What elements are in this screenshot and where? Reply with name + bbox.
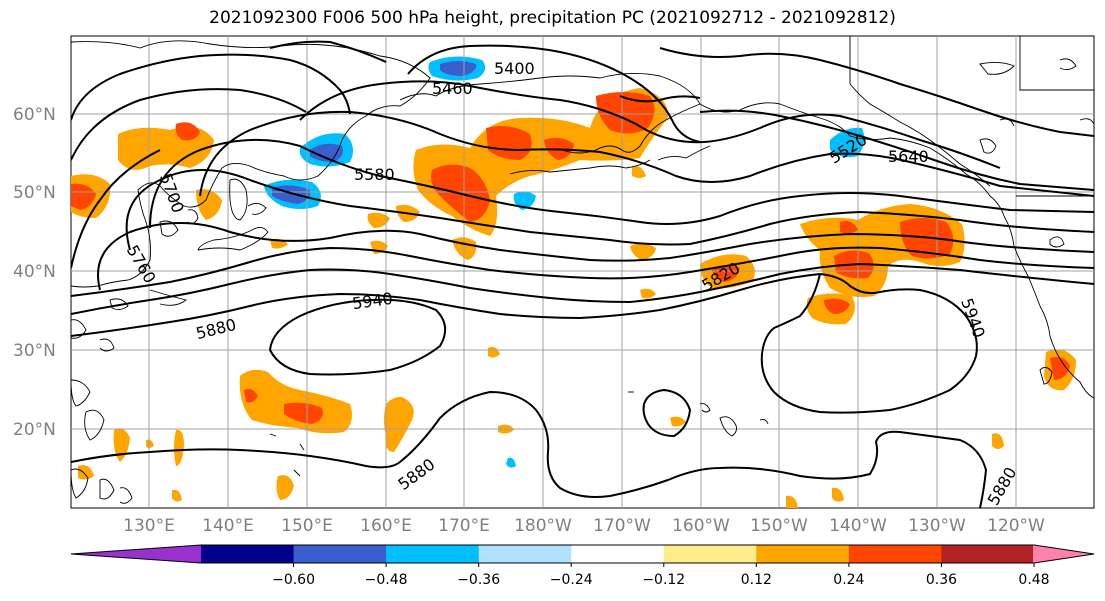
precip-blob <box>1050 357 1070 380</box>
colorbar-segment <box>663 545 757 563</box>
colorbar-segment <box>293 545 387 563</box>
colorbar-tick-label: 0.48 <box>1018 572 1049 588</box>
precip-blob <box>786 495 798 508</box>
longitude-labels: 130°E 140°E 150°E 160°E 170°E 180°W 170°… <box>123 516 1045 536</box>
precip-blob <box>824 298 850 314</box>
colorbar-ticks: −0.60 −0.48 −0.36 −0.24 −0.12 0.12 0.24 0.36 0.4… <box>272 563 1050 588</box>
lon-label: 140°E <box>202 516 254 536</box>
colorbar-extend-min <box>71 545 202 563</box>
lat-label: 40°N <box>13 262 56 282</box>
colorbar-outline <box>70 544 1095 564</box>
contour-label: 5580 <box>354 165 395 184</box>
lon-label: 140°W <box>829 516 887 536</box>
colorbar-tick-label: −0.48 <box>365 572 408 588</box>
precip-blob <box>840 221 858 234</box>
graticule <box>71 36 1094 508</box>
colorbar-segment <box>478 545 572 563</box>
lon-label: 130°E <box>123 516 175 536</box>
precip-blob <box>284 402 323 424</box>
precip-blob <box>670 416 686 427</box>
precip-blob <box>78 465 94 480</box>
precip-blob <box>172 489 182 502</box>
precip-blob <box>367 212 390 228</box>
colorbar-tick-label: −0.24 <box>550 572 593 588</box>
precip-blob <box>175 122 200 141</box>
precip-blob <box>712 265 740 282</box>
lat-label: 50°N <box>13 183 56 203</box>
precip-blob <box>384 396 414 452</box>
lat-label: 60°N <box>13 105 56 125</box>
precip-blob <box>832 487 844 502</box>
colorbar-tick-label: 0.36 <box>926 572 957 588</box>
precip-blob <box>640 288 656 299</box>
precip-blob <box>239 369 352 434</box>
lon-label: 150°W <box>750 516 808 536</box>
lon-label: 160°W <box>672 516 730 536</box>
precip-blob <box>596 92 655 134</box>
precip-blob <box>440 61 477 76</box>
colorbar-segment <box>941 545 1035 563</box>
colorbar-tick-label: 0.24 <box>833 572 864 588</box>
colorbar-tick-label: −0.36 <box>457 572 500 588</box>
colorbar <box>70 544 1095 564</box>
lon-label: 150°E <box>281 516 333 536</box>
precip-blob <box>146 439 154 448</box>
colorbar-segment <box>386 545 480 563</box>
lat-label: 20°N <box>13 420 56 440</box>
precip-blob <box>276 475 294 500</box>
lon-label: 180°W <box>514 516 572 536</box>
colorbar-segment <box>756 545 850 563</box>
lon-label: 170°W <box>593 516 651 536</box>
colorbar-segment <box>201 545 295 563</box>
colorbar-extend-max <box>1033 545 1094 563</box>
contour-label: 5400 <box>494 59 535 78</box>
precip-blob <box>71 183 96 210</box>
precip-blob <box>486 126 532 160</box>
precip-blob <box>196 189 222 220</box>
colorbar-segment <box>571 545 665 563</box>
lon-label: 170°E <box>438 516 490 536</box>
colorbar-tick-label: −0.12 <box>642 572 685 588</box>
lon-label: 130°W <box>908 516 966 536</box>
precip-blob <box>630 243 656 260</box>
map-title: 2021092300 F006 500 hPa height, precipit… <box>209 8 896 28</box>
precip-blob <box>506 457 516 468</box>
lon-label: 160°E <box>360 516 412 536</box>
precip-blob <box>174 429 184 466</box>
height-contours <box>71 40 1094 508</box>
precip-blob <box>632 165 646 178</box>
colorbar-tick-label: 0.12 <box>741 572 772 588</box>
lat-label: 30°N <box>13 341 56 361</box>
colorbar-segment <box>848 545 942 563</box>
contour-label: 5460 <box>432 79 473 98</box>
colorbar-tick-label: −0.60 <box>272 572 315 588</box>
lon-label: 120°W <box>987 516 1045 536</box>
latitude-labels: 60°N 50°N 40°N 30°N 20°N <box>13 105 56 440</box>
precip-blob <box>244 388 258 403</box>
precip-blob <box>310 143 343 162</box>
precip-blob <box>992 433 1004 449</box>
contour-label: 5640 <box>888 147 929 166</box>
